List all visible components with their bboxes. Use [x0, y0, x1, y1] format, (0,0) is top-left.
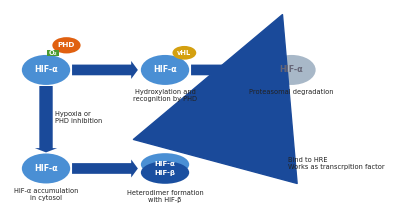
- Text: PHD: PHD: [58, 42, 75, 48]
- Text: HIF-α: HIF-α: [153, 66, 177, 74]
- Ellipse shape: [141, 161, 189, 184]
- Polygon shape: [35, 86, 57, 152]
- Text: Proteasomal degradation: Proteasomal degradation: [249, 89, 334, 95]
- Text: HIF-α: HIF-α: [154, 161, 176, 167]
- Text: HIF-β: HIF-β: [154, 169, 176, 176]
- FancyBboxPatch shape: [47, 50, 59, 56]
- Text: HIF-α: HIF-α: [280, 66, 303, 74]
- Text: vHL: vHL: [177, 50, 192, 56]
- Ellipse shape: [22, 55, 70, 85]
- Ellipse shape: [141, 55, 189, 85]
- Text: Bind to HRE
Works as transcrpition factor: Bind to HRE Works as transcrpition facto…: [288, 157, 384, 170]
- Text: Hypoxia or
PHD inhibition: Hypoxia or PHD inhibition: [55, 111, 102, 123]
- Text: HIF-α: HIF-α: [34, 164, 58, 173]
- Text: O₂: O₂: [48, 50, 57, 56]
- Circle shape: [172, 46, 196, 60]
- Text: HIF-α: HIF-α: [34, 66, 58, 74]
- Ellipse shape: [267, 55, 316, 85]
- Polygon shape: [191, 61, 264, 79]
- Text: HIF-α accumulation
in cytosol: HIF-α accumulation in cytosol: [14, 188, 78, 201]
- Ellipse shape: [141, 153, 189, 176]
- Ellipse shape: [22, 153, 70, 184]
- Polygon shape: [72, 61, 138, 79]
- Circle shape: [52, 37, 81, 53]
- Polygon shape: [72, 159, 138, 178]
- Text: Hydroxylation and
recognition by PHD: Hydroxylation and recognition by PHD: [133, 89, 197, 102]
- Text: Heterodimer formation
with HIF-β: Heterodimer formation with HIF-β: [127, 190, 203, 203]
